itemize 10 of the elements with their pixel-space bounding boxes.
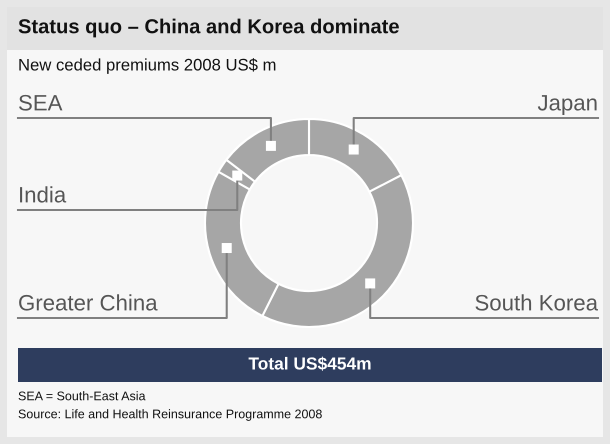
text: Total US$454m (248, 356, 371, 371)
chart-title: Status quo – China and Korea dominate (18, 18, 399, 38)
source-note: Source: Life and Health Reinsurance Programme 2008 (18, 409, 322, 421)
slice-label: Greater China (19, 294, 158, 311)
text: SEA = South-East Asia (18, 391, 146, 400)
slice-label: Japan (538, 95, 597, 115)
slice-label: South Korea (475, 294, 598, 311)
slice-label: SEA (19, 94, 62, 111)
slice-label: India (20, 186, 66, 203)
chart-subtitle: New ceded premiums 2008 US$ m (19, 58, 276, 74)
